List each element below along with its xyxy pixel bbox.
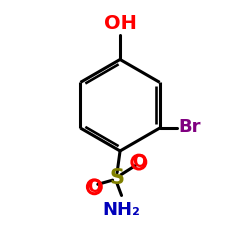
Text: O: O	[87, 178, 102, 196]
Text: NH₂: NH₂	[102, 201, 141, 219]
Text: S: S	[110, 168, 124, 188]
Text: Br: Br	[179, 118, 201, 136]
Text: O: O	[132, 153, 146, 171]
Text: OH: OH	[104, 14, 136, 33]
